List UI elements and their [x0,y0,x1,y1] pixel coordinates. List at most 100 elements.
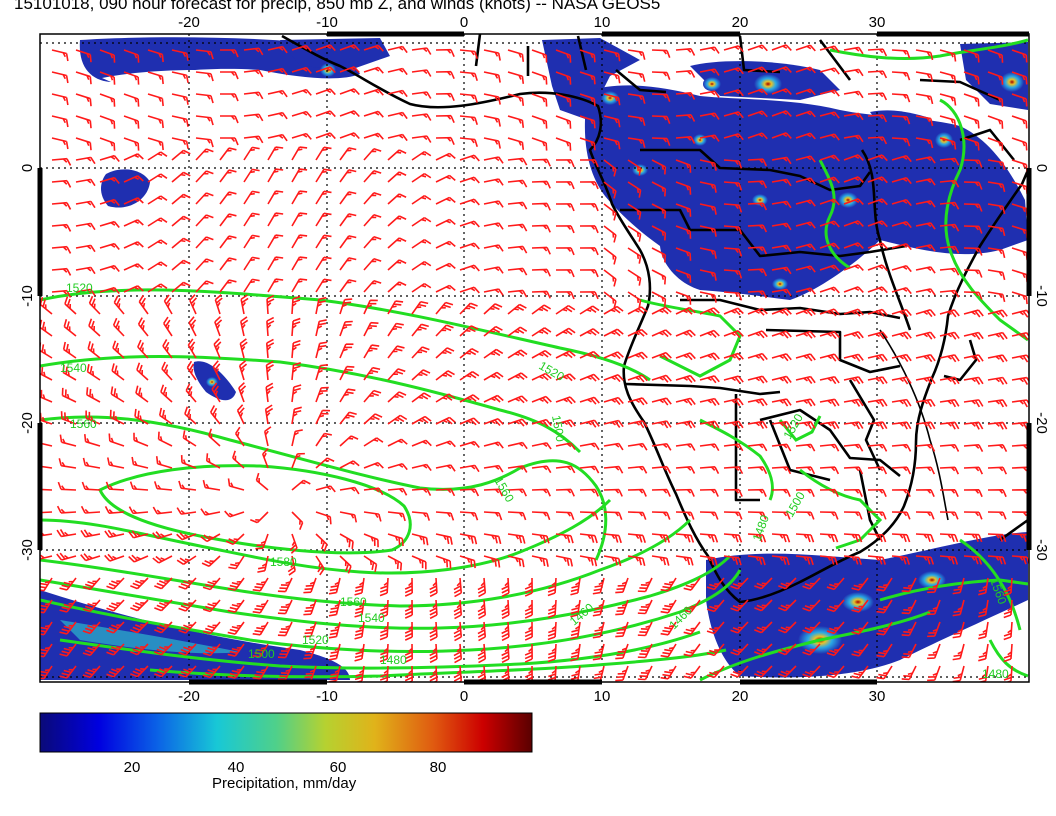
wind-barb [660,577,677,592]
wind-barb [795,330,816,339]
wind-barb [61,387,77,403]
wind-barb [939,179,960,188]
wind-barb [60,411,77,425]
colorbar: 20 40 60 80 [39,712,533,776]
wind-barb [243,146,260,161]
wind-barb [130,599,149,612]
wind-barb [147,261,168,271]
wind-barb [123,115,140,129]
wind-barb [771,288,792,297]
wind-barb [59,599,77,613]
wind-barb [627,374,648,383]
wind-barb [80,529,101,538]
wind-barb [603,533,622,544]
wind-barb [867,398,888,407]
wind-barb [637,643,653,659]
wind-barb [603,247,617,265]
wind-barb [963,309,984,318]
wind-barb [747,110,768,118]
wind-barb [202,599,221,613]
wind-barb [158,407,173,425]
wind-barb [267,212,284,227]
wind-barb [354,621,365,640]
wind-barb [51,245,72,254]
wind-barb [187,338,197,359]
wind-barb [483,156,504,164]
wind-barb [483,266,504,274]
wind-barb [123,219,144,227]
wind-barb [987,354,1008,363]
wind-barb [265,382,274,403]
wind-barb [915,115,934,127]
wind-barb [579,181,599,190]
wind-barb [547,599,557,619]
wind-barb [795,533,815,543]
wind-barb [547,621,557,641]
wind-barb [99,242,120,251]
wind-barb [939,223,960,232]
wind-barb [219,191,237,205]
wind-barb [435,152,456,161]
wind-barb [795,88,816,96]
wind-barb [339,88,360,96]
wind-barb [987,488,1007,498]
wind-barb [1011,399,1029,408]
wind-barb [195,71,214,82]
wind-barb [771,66,792,73]
wind-barb [915,511,935,520]
wind-barb [915,309,936,318]
wind-barb [706,665,725,679]
wind-barb [730,665,749,678]
wind-barb [651,203,667,219]
wind-barb [675,159,692,173]
lon-label: -10 [316,688,338,705]
wind-barb [651,397,672,406]
lat-label: -10 [1033,285,1050,307]
wind-barb [555,488,575,497]
wind-barb [227,599,245,613]
wind-barb [891,443,912,452]
wind-barb [723,375,744,384]
wind-barb [915,533,935,543]
wind-barb [82,643,101,657]
wind-barb [128,554,149,563]
wind-barb [570,577,581,596]
wind-barb [411,488,432,497]
wind-barb [754,599,773,612]
wind-barb [152,555,173,564]
wind-barb [819,154,840,162]
wind-barb [123,49,140,63]
wind-barb [171,49,189,61]
wind-barb [75,93,92,107]
wind-barb [315,386,329,403]
wind-barb [171,259,191,271]
wind-barb [963,115,980,129]
wind-barb [501,665,510,682]
wind-barb [651,465,672,474]
wind-barb [87,341,101,359]
wind-barb [867,488,887,498]
wind-barb [129,481,149,491]
wind-barb [459,137,478,147]
wind-barb [747,202,768,211]
wind-barb [915,353,936,363]
wind-barb [675,443,696,451]
wind-barb [843,533,863,543]
wind-barb [459,49,478,59]
wind-barb [603,305,624,315]
contour-label: 1560 [70,417,97,431]
contour-label: 1480 [380,653,407,667]
wind-barb [363,413,383,425]
wind-barb [915,266,936,274]
wind-barb [699,134,720,142]
wind-barb [86,364,101,381]
wind-barb [843,555,862,565]
wind-barb [637,621,653,637]
wind-barb [963,421,984,430]
wind-barb [531,49,548,63]
wind-barb [202,665,221,679]
wind-barb [651,93,671,102]
wind-barb [435,218,456,227]
wind-barb [291,256,308,271]
wind-barb [267,256,284,271]
